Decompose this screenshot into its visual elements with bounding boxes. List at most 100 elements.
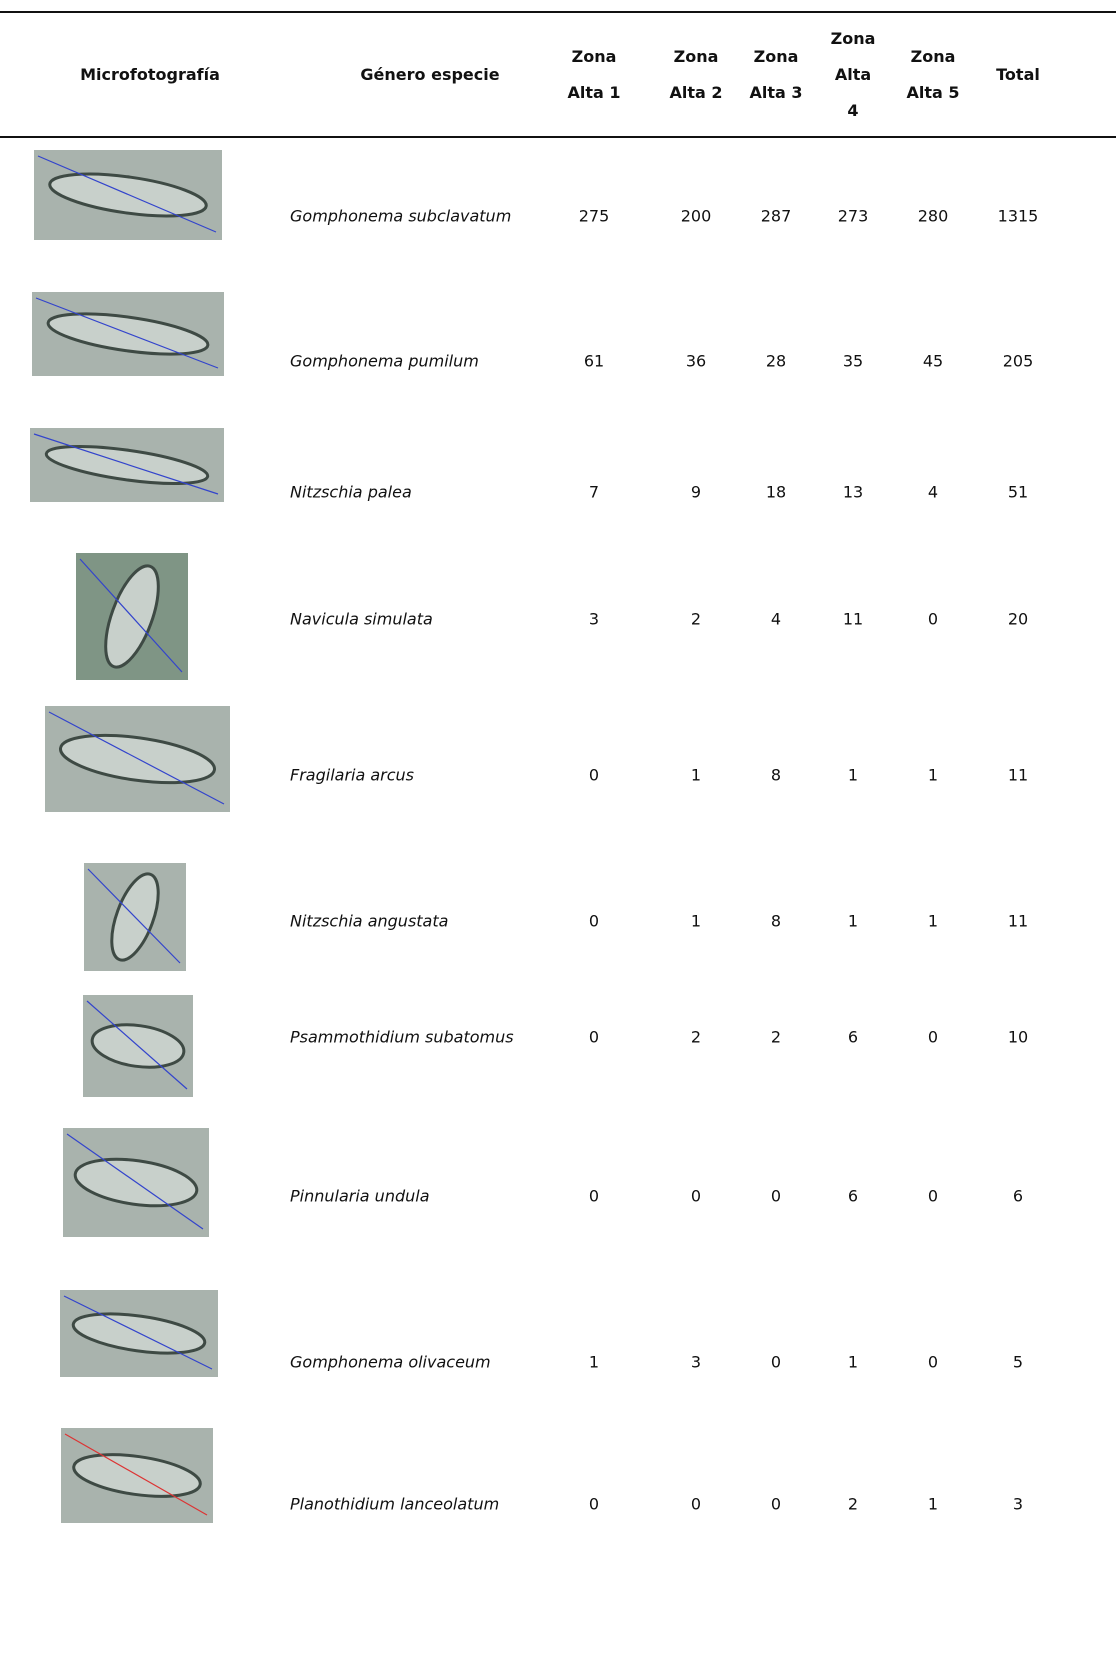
header-line: Género especie <box>360 65 500 84</box>
species-name: Gomphonema subclavatum <box>290 206 512 226</box>
count: 2 <box>770 1027 782 1047</box>
header-line: Alta 1 <box>567 83 621 102</box>
count: 0 <box>770 1352 782 1372</box>
header-line: Total <box>996 65 1040 84</box>
count: 61 <box>583 351 605 371</box>
header-line: 4 <box>847 101 859 120</box>
count: 8 <box>770 911 782 931</box>
count: 0 <box>588 911 600 931</box>
species-name: Gomphonema pumilum <box>290 351 479 371</box>
header-line: Alta 5 <box>906 83 960 102</box>
count: 0 <box>690 1494 702 1514</box>
count: 287 <box>760 206 792 226</box>
header-line: Zona <box>830 29 876 48</box>
column-header: Zona Alta 4 <box>831 21 876 129</box>
header-line: Zona <box>753 47 799 66</box>
total: 6 <box>1012 1186 1024 1206</box>
species-name: Planothidium lanceolatum <box>290 1494 500 1514</box>
count: 45 <box>922 351 944 371</box>
count: 1 <box>690 765 702 785</box>
count: 200 <box>680 206 712 226</box>
header-line: Zona <box>910 47 956 66</box>
count: 4 <box>927 482 939 502</box>
total: 11 <box>1007 911 1029 931</box>
total: 10 <box>1007 1027 1029 1047</box>
count: 6 <box>847 1186 859 1206</box>
species-name: Nitzschia angustata <box>290 911 449 931</box>
count: 273 <box>837 206 869 226</box>
count: 1 <box>690 911 702 931</box>
count: 2 <box>847 1494 859 1514</box>
count: 8 <box>770 765 782 785</box>
micrograph <box>76 553 188 680</box>
count: 0 <box>927 1186 939 1206</box>
micrograph <box>61 1428 213 1523</box>
species-name: Nitzschia palea <box>290 482 412 502</box>
micrograph <box>45 706 230 812</box>
total: 1315 <box>997 206 1039 226</box>
count: 0 <box>588 1186 600 1206</box>
count: 0 <box>690 1186 702 1206</box>
total: 11 <box>1007 765 1029 785</box>
count: 6 <box>847 1027 859 1047</box>
column-header: Total <box>996 57 1040 93</box>
micrograph <box>63 1128 209 1237</box>
count: 36 <box>685 351 707 371</box>
count: 1 <box>847 1352 859 1372</box>
species-name: Psammothidium subatomus <box>290 1027 514 1047</box>
count: 9 <box>690 482 702 502</box>
count: 28 <box>765 351 787 371</box>
column-header: Zona Alta 3 <box>749 39 802 111</box>
count: 35 <box>842 351 864 371</box>
count: 3 <box>588 609 600 629</box>
count: 4 <box>770 609 782 629</box>
column-header: Género especie <box>360 57 499 93</box>
micrograph <box>60 1290 218 1377</box>
count: 0 <box>927 1352 939 1372</box>
count: 13 <box>842 482 864 502</box>
count: 18 <box>765 482 787 502</box>
count: 0 <box>927 1027 939 1047</box>
header-rule <box>0 136 1116 138</box>
micrograph <box>30 428 224 502</box>
count: 0 <box>770 1494 782 1514</box>
header-line: Zona <box>673 47 719 66</box>
count: 0 <box>927 609 939 629</box>
count: 0 <box>588 1494 600 1514</box>
count: 0 <box>770 1186 782 1206</box>
count: 1 <box>927 911 939 931</box>
column-header: Zona Alta 2 <box>669 39 722 111</box>
species-name: Pinnularia undula <box>290 1186 430 1206</box>
count: 0 <box>588 765 600 785</box>
header-line: Microfotografía <box>80 65 220 84</box>
total: 20 <box>1007 609 1029 629</box>
count: 1 <box>847 911 859 931</box>
count: 0 <box>588 1027 600 1047</box>
count: 275 <box>578 206 610 226</box>
column-header: Zona Alta 5 <box>906 39 959 111</box>
count: 2 <box>690 609 702 629</box>
micrograph <box>83 995 193 1097</box>
micrograph <box>32 292 224 376</box>
total: 51 <box>1007 482 1029 502</box>
count: 1 <box>847 765 859 785</box>
header-line: Zona <box>571 47 617 66</box>
header-line: Alta 2 <box>669 83 723 102</box>
column-header: Zona Alta 1 <box>567 39 620 111</box>
header-line: Alta <box>834 65 872 84</box>
micrograph <box>34 150 222 240</box>
species-name: Gomphonema olivaceum <box>290 1352 491 1372</box>
count: 1 <box>927 1494 939 1514</box>
total: 205 <box>1002 351 1034 371</box>
total: 3 <box>1012 1494 1024 1514</box>
species-name: Navicula simulata <box>290 609 433 629</box>
count: 3 <box>690 1352 702 1372</box>
count: 11 <box>842 609 864 629</box>
total: 5 <box>1012 1352 1024 1372</box>
count: 2 <box>690 1027 702 1047</box>
top-rule <box>0 11 1116 13</box>
count: 1 <box>588 1352 600 1372</box>
count: 1 <box>927 765 939 785</box>
count: 280 <box>917 206 949 226</box>
